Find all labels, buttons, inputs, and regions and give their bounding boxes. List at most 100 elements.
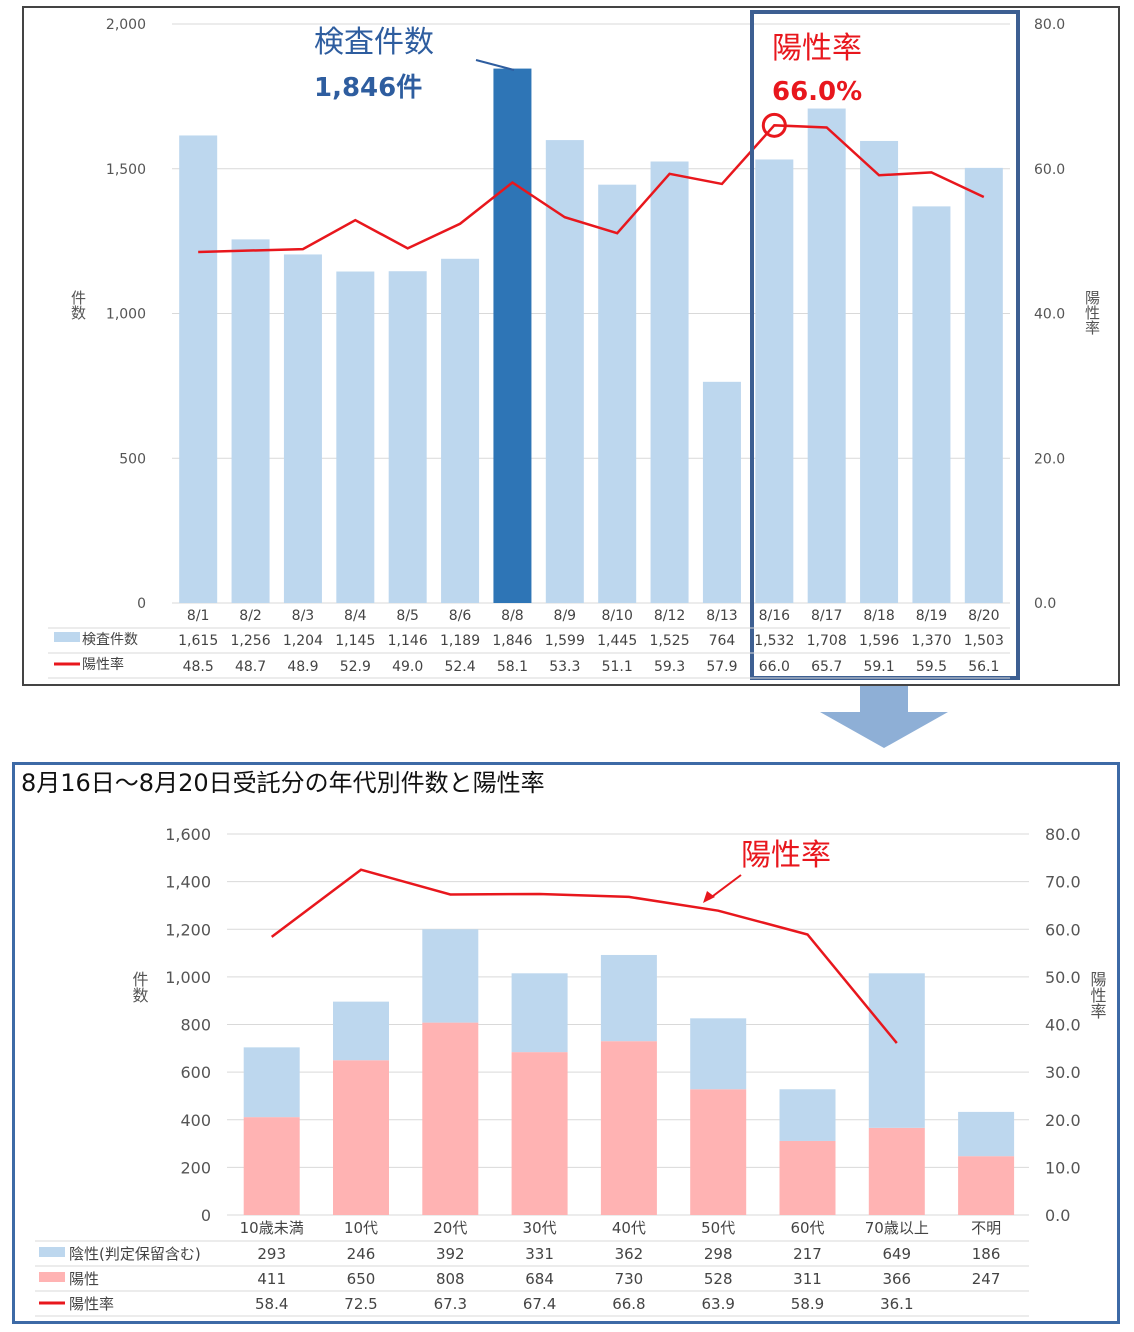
category-label: 10歳未満 bbox=[240, 1219, 304, 1237]
negative-value-label: 649 bbox=[882, 1245, 911, 1263]
rate-value-label: 57.9 bbox=[706, 659, 737, 675]
rate-annotation-title: 陽性率 bbox=[772, 31, 862, 66]
rate-value-label: 59.3 bbox=[654, 659, 685, 675]
negative-bar bbox=[333, 1001, 389, 1061]
rate-highlight-circle bbox=[761, 112, 787, 138]
negative-bar bbox=[511, 973, 568, 1053]
tests-value-label: 1,503 bbox=[964, 633, 1004, 649]
negative-value-label: 298 bbox=[704, 1245, 733, 1263]
tests-value-label: 1,708 bbox=[807, 633, 847, 649]
negative-bar bbox=[243, 1047, 300, 1118]
right-tick-label: 60.0 bbox=[1034, 162, 1065, 178]
test-count-bar bbox=[441, 258, 480, 603]
test-count-bar bbox=[336, 271, 375, 603]
category-label: 8/16 bbox=[759, 608, 791, 624]
rate-value-label: 48.9 bbox=[287, 659, 318, 675]
tests-annotation-value: 1,846件 bbox=[314, 73, 422, 103]
category-label: 8/3 bbox=[292, 608, 315, 624]
negative-value-label: 217 bbox=[793, 1245, 822, 1263]
rate-value-label: 66.8 bbox=[612, 1295, 645, 1313]
rate-value-label: 48.5 bbox=[183, 659, 214, 675]
negative-bar bbox=[690, 1018, 747, 1090]
positive-bar bbox=[868, 1127, 925, 1215]
rate-value-label: 65.7 bbox=[811, 659, 842, 675]
legend-label-positive: 陽性 bbox=[69, 1270, 99, 1288]
rate-value-label: 36.1 bbox=[880, 1295, 913, 1313]
tests-value-label: 1,145 bbox=[335, 633, 375, 649]
legend-swatch-tests bbox=[54, 632, 80, 642]
category-label: 8/4 bbox=[344, 608, 367, 624]
test-count-bar bbox=[283, 254, 322, 603]
rate-value-label: 49.0 bbox=[392, 659, 423, 675]
rate-value-label: 53.3 bbox=[549, 659, 580, 675]
test-count-bar bbox=[650, 161, 689, 603]
positive-bar bbox=[511, 1052, 568, 1215]
left-tick-label: 1,000 bbox=[165, 968, 211, 987]
legend-label-rate: 陽性率 bbox=[69, 1295, 114, 1313]
chart-title: 8月16日～8月20日受託分の年代別件数と陽性率 bbox=[21, 769, 545, 797]
test-count-bar bbox=[231, 239, 270, 603]
right-axis-title: 陽性率 bbox=[1083, 290, 1101, 335]
positive-value-label: 684 bbox=[525, 1270, 554, 1288]
negative-value-label: 246 bbox=[347, 1245, 376, 1263]
tests-annotation-title: 検査件数 bbox=[314, 25, 434, 60]
category-label: 8/2 bbox=[239, 608, 262, 624]
right-tick-label: 0.0 bbox=[1034, 596, 1056, 612]
right-tick-label: 20.0 bbox=[1034, 451, 1065, 467]
negative-bar bbox=[868, 973, 925, 1128]
category-label: 10代 bbox=[344, 1219, 378, 1237]
left-axis-title: 件数 bbox=[130, 971, 149, 1003]
legend-swatch-positive bbox=[39, 1272, 65, 1282]
left-tick-label: 800 bbox=[180, 1016, 211, 1035]
right-tick-label: 40.0 bbox=[1034, 307, 1065, 323]
category-label: 8/20 bbox=[968, 608, 999, 624]
test-count-bar bbox=[964, 167, 1003, 603]
left-tick-label: 1,000 bbox=[106, 307, 146, 323]
left-tick-label: 0 bbox=[137, 596, 146, 612]
category-label: 8/18 bbox=[863, 608, 894, 624]
negative-value-label: 186 bbox=[972, 1245, 1001, 1263]
negative-value-label: 362 bbox=[615, 1245, 644, 1263]
right-axis-title: 陽性率 bbox=[1088, 971, 1107, 1019]
right-tick-label: 60.0 bbox=[1045, 920, 1081, 939]
category-label: 30代 bbox=[523, 1219, 557, 1237]
category-label: 不明 bbox=[971, 1219, 1001, 1237]
rate-annotation-value: 66.0% bbox=[772, 77, 862, 107]
tests-value-label: 1,445 bbox=[597, 633, 637, 649]
test-count-bar bbox=[860, 140, 899, 603]
right-tick-label: 20.0 bbox=[1045, 1111, 1081, 1130]
legend-label-rate: 陽性率 bbox=[82, 656, 124, 673]
rate-value-label: 52.4 bbox=[444, 659, 475, 675]
age-group-chart-panel: 8月16日～8月20日受託分の年代別件数と陽性率 1,600 1,400 1,200 1… bbox=[12, 762, 1120, 1324]
left-tick-label: 1,400 bbox=[165, 873, 211, 892]
right-tick-label: 70.0 bbox=[1045, 873, 1081, 892]
legend-swatch-negative bbox=[39, 1247, 65, 1257]
positive-bar bbox=[690, 1089, 747, 1215]
negative-bar bbox=[600, 954, 657, 1042]
positive-value-label: 247 bbox=[972, 1270, 1001, 1288]
negative-bar bbox=[422, 929, 479, 1023]
rate-value-label: 67.4 bbox=[523, 1295, 556, 1313]
category-label: 20代 bbox=[433, 1219, 467, 1237]
positive-bar bbox=[600, 1041, 657, 1215]
rate-value-label: 67.3 bbox=[434, 1295, 467, 1313]
negative-value-label: 331 bbox=[525, 1245, 554, 1263]
rate-value-label: 59.1 bbox=[863, 659, 894, 675]
category-label: 70歳以上 bbox=[865, 1219, 929, 1237]
category-label: 8/9 bbox=[554, 608, 577, 624]
rate-value-label: 72.5 bbox=[344, 1295, 377, 1313]
right-tick-label: 0.0 bbox=[1045, 1206, 1070, 1225]
positive-bar bbox=[958, 1156, 1015, 1215]
rate-value-label: 66.0 bbox=[759, 659, 790, 675]
left-tick-label: 200 bbox=[180, 1158, 211, 1177]
positive-value-label: 311 bbox=[793, 1270, 822, 1288]
tests-value-label: 1,525 bbox=[650, 633, 690, 649]
negative-bar bbox=[958, 1111, 1015, 1157]
tests-annotation-leader bbox=[475, 59, 515, 71]
tests-value-label: 1,256 bbox=[231, 633, 271, 649]
left-tick-label: 1,500 bbox=[106, 162, 146, 178]
positive-rate-line bbox=[270, 868, 898, 1044]
test-count-bar bbox=[598, 184, 637, 604]
positive-value-label: 528 bbox=[704, 1270, 733, 1288]
legend-label-negative: 陰性(判定保留含む) bbox=[69, 1245, 201, 1263]
